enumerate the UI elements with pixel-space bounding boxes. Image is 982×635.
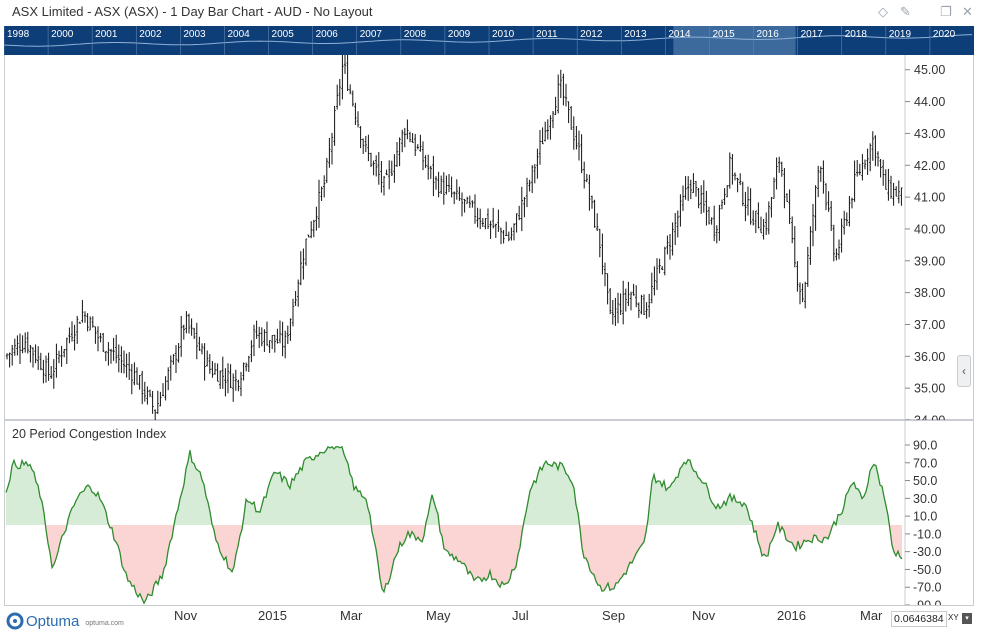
brand-url: optuma.com	[85, 619, 124, 627]
optuma-brand: Optuma optuma.com	[6, 612, 128, 630]
overview-year-label: 2001	[95, 29, 118, 40]
overview-year-label: 2002	[139, 29, 162, 40]
indicator-tick-label: -10.0	[913, 527, 942, 541]
indicator-tick-label: 70.0	[913, 456, 937, 470]
date-label: Nov	[174, 608, 198, 623]
congestion-index-pane[interactable]: 90.0 70.0 50.0 30.0 10.0 -10.0 -30.0 -50.0 -70.0…	[4, 420, 974, 613]
price-tick-label: 45.00	[914, 63, 945, 77]
overview-year-label: 2018	[845, 29, 868, 40]
overview-year-label: 2016	[757, 29, 780, 40]
restore-icon[interactable]: ❐	[940, 4, 952, 19]
optuma-logo-icon	[6, 612, 24, 630]
indicator-tick-label: -90.0	[913, 599, 942, 606]
price-tick-label: 40.00	[914, 222, 945, 236]
price-tick-label: 37.00	[914, 318, 945, 332]
pin-icon[interactable]: ✎	[900, 4, 911, 19]
overview-year-label: 2013	[624, 29, 647, 40]
overview-year-label: 2015	[712, 29, 735, 40]
indicator-title: 20 Period Congestion Index	[12, 427, 167, 441]
congestion-index-line	[5, 445, 903, 605]
date-label: Sep	[602, 608, 626, 623]
indicator-tick-label: 90.0	[913, 439, 937, 453]
negative-area-fill	[6, 525, 902, 604]
indicator-tick-label: -30.0	[913, 545, 942, 559]
price-tick-label: 41.00	[914, 191, 945, 205]
overview-range-selector[interactable]	[673, 26, 796, 55]
overview-year-label: 2003	[183, 29, 206, 40]
overview-year-label: 2005	[272, 29, 295, 40]
title-bar: ASX Limited - ASX (ASX) - 1 Day Bar Char…	[0, 0, 982, 26]
price-bars	[5, 48, 903, 424]
brand-name: Optuma	[26, 612, 80, 630]
readout-dropdown-button[interactable]: ▾	[962, 613, 972, 624]
cursor-value-readout: 0.0646384	[891, 611, 947, 627]
diamond-icon[interactable]: ◇	[878, 4, 888, 19]
date-label: May	[426, 608, 451, 623]
date-label: Jul	[512, 608, 529, 623]
price-tick-label: 42.00	[914, 159, 945, 173]
indicator-tick-label: -50.0	[913, 563, 942, 577]
price-tick-label: 38.00	[914, 286, 945, 300]
overview-navigator[interactable]: 1998 2000 2001 2002 2003 2004 2005 2006 2007 2008…	[4, 26, 974, 55]
positive-area-fill	[6, 446, 902, 525]
price-bar-chart[interactable]: 34.0035.0036.0037.0038.0039.0040.0041.00…	[5, 48, 973, 428]
price-tick-label: 43.00	[914, 127, 945, 141]
date-label: Mar	[860, 608, 883, 623]
collapse-panel-button[interactable]: ‹	[957, 355, 971, 387]
overview-year-label: 2017	[801, 29, 824, 40]
price-tick-label: 35.00	[914, 382, 945, 396]
overview-year-label: 2006	[316, 29, 339, 40]
overview-year-label: 1998	[7, 29, 30, 40]
indicator-tick-label: 30.0	[913, 492, 937, 506]
price-tick-label: 44.00	[914, 95, 945, 109]
overview-year-label: 2010	[492, 29, 515, 40]
xy-toggle-button[interactable]: XY	[948, 613, 959, 622]
window-title: ASX Limited - ASX (ASX) - 1 Day Bar Char…	[12, 4, 373, 19]
close-icon[interactable]: ✕	[962, 4, 973, 19]
congestion-index-chart[interactable]: 90.0 70.0 50.0 30.0 10.0 -10.0 -30.0 -50.0 -70.0…	[5, 421, 973, 613]
price-tick-label: 36.00	[914, 350, 945, 364]
date-label: Mar	[340, 608, 363, 623]
overview-year-label: 2000	[51, 29, 74, 40]
time-axis[interactable]: Nov 2015 Mar May Jul Sep Nov 2016 Mar	[4, 606, 974, 635]
price-chart-pane[interactable]: 34.0035.0036.0037.0038.0039.0040.0041.00…	[4, 48, 974, 428]
indicator-tick-label: -70.0	[913, 581, 942, 595]
overview-year-label: 2012	[580, 29, 603, 40]
overview-year-label: 2014	[668, 29, 691, 40]
indicator-tick-label: 10.0	[913, 510, 937, 524]
overview-year-label: 2008	[404, 29, 427, 40]
date-label: 2016	[777, 608, 806, 623]
overview-timeline[interactable]: 1998 2000 2001 2002 2003 2004 2005 2006 2007 2008…	[4, 26, 974, 55]
indicator-tick-label: 50.0	[913, 474, 937, 488]
overview-year-label: 2004	[227, 29, 250, 40]
date-label: 2015	[258, 608, 287, 623]
overview-price-line	[4, 34, 973, 47]
overview-year-label: 2009	[448, 29, 471, 40]
overview-year-label: 2019	[889, 29, 912, 40]
overview-year-label: 2011	[536, 29, 558, 40]
overview-year-label: 2020	[933, 29, 956, 40]
date-label: Nov	[692, 608, 716, 623]
overview-year-label: 2007	[360, 29, 383, 40]
price-tick-label: 39.00	[914, 254, 945, 268]
